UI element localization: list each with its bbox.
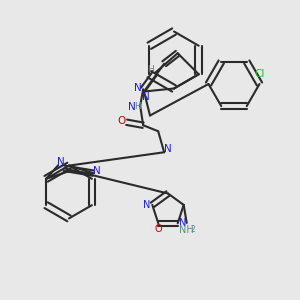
Text: O: O [117,116,125,126]
Text: H: H [147,64,154,74]
Text: O: O [154,224,162,234]
Text: N: N [57,157,65,167]
Text: 2: 2 [191,225,196,234]
Text: Cl: Cl [254,69,265,79]
Text: N: N [143,200,151,210]
Text: N: N [142,92,149,102]
Text: N: N [134,83,142,93]
Text: H: H [134,102,141,111]
Text: N: N [93,166,101,176]
Text: N: N [128,102,136,112]
Text: N: N [179,218,187,228]
Text: N: N [164,144,172,154]
Text: NH: NH [179,224,194,235]
